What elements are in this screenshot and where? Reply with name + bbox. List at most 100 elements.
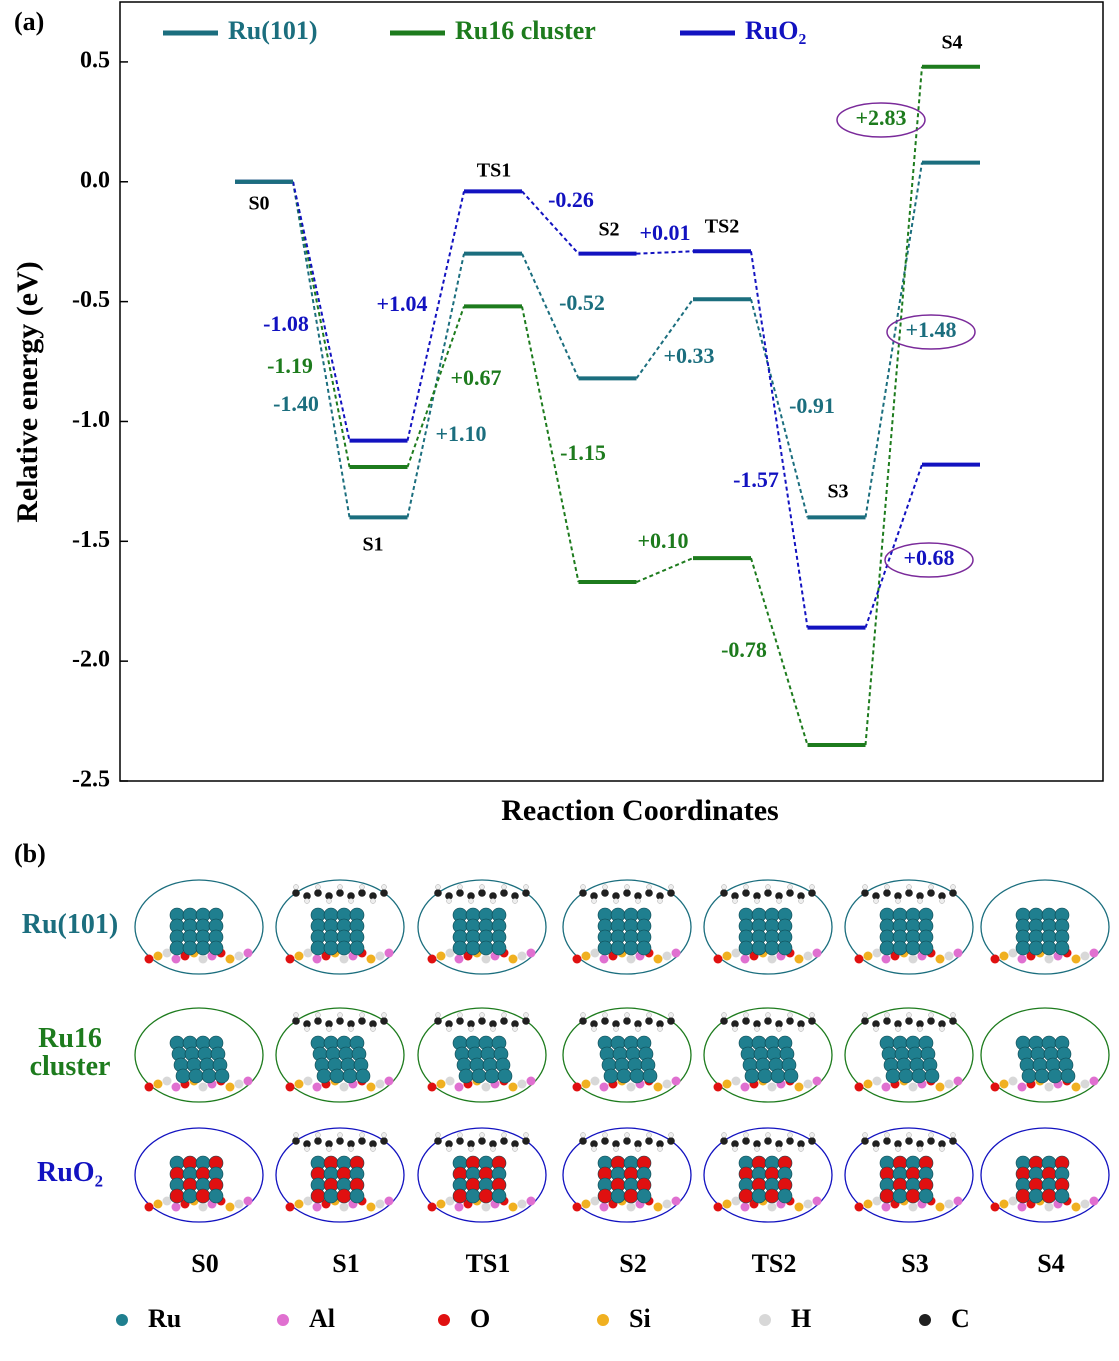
support-atom [312, 954, 322, 964]
support-atom [854, 1202, 864, 1212]
h-atom [884, 1012, 890, 1018]
support-atom [285, 954, 295, 964]
h-atom [315, 1012, 321, 1018]
support-atom [671, 1076, 681, 1086]
chain-atom [579, 1017, 587, 1025]
support-atom [508, 1082, 518, 1092]
h-atom [895, 1026, 901, 1032]
support-atom [590, 1076, 600, 1086]
step-label: -1.19 [267, 353, 313, 378]
chain-atom [764, 889, 772, 897]
chain-atom [347, 1140, 355, 1148]
support-atom [294, 1079, 304, 1089]
cluster-atom [924, 1068, 940, 1084]
panel-label: (a) [14, 7, 44, 36]
chain-atom [500, 1017, 508, 1025]
h-atom [765, 884, 771, 890]
support-atom [872, 948, 882, 958]
cluster-atom [892, 940, 908, 956]
support-atom [294, 951, 304, 961]
h-atom [776, 1146, 782, 1152]
chain-atom [905, 889, 913, 897]
chain-atom [369, 1020, 377, 1028]
support-atom [794, 954, 804, 964]
h-atom [798, 1026, 804, 1032]
chain-atom [916, 892, 924, 900]
h-atom [490, 1146, 496, 1152]
state-label: S2 [598, 219, 619, 241]
column-label: S4 [1037, 1249, 1064, 1278]
x-axis-title: Reaction Coordinates [501, 794, 778, 827]
support-atom [653, 954, 663, 964]
h-atom [501, 1132, 507, 1138]
h-atom [754, 1146, 760, 1152]
h-atom [479, 884, 485, 890]
cluster-atom [169, 940, 185, 956]
support-atom [303, 948, 313, 958]
support-atom [803, 1079, 813, 1089]
h-atom [468, 1026, 474, 1032]
h-atom [862, 1132, 868, 1138]
support-atom [953, 1076, 963, 1086]
support-atom [794, 1202, 804, 1212]
chain-atom [656, 1140, 664, 1148]
chain-atom [731, 1140, 739, 1148]
cluster-atom [491, 1188, 507, 1204]
panel-label: (b) [14, 839, 46, 868]
chain-atom [325, 892, 333, 900]
element-swatch [757, 1312, 773, 1328]
support-atom [427, 1202, 437, 1212]
h-atom [337, 1132, 343, 1138]
step-label: +0.10 [637, 528, 688, 553]
cluster-atom [214, 1068, 230, 1084]
chain-atom [347, 1020, 355, 1028]
support-atom [572, 1202, 582, 1212]
support-atom [375, 951, 385, 961]
support-atom [671, 948, 681, 958]
cluster-atom [623, 1188, 639, 1204]
column-label: S1 [332, 1249, 359, 1278]
element-swatch [436, 1312, 452, 1328]
support-atom [234, 951, 244, 961]
support-atom [445, 948, 455, 958]
support-atom [366, 1202, 376, 1212]
chain-atom [753, 1140, 761, 1148]
state-label: S3 [827, 481, 848, 503]
chain-atom [861, 1017, 869, 1025]
chain-atom [797, 1140, 805, 1148]
h-atom [523, 1012, 529, 1018]
chain-atom [489, 1020, 497, 1028]
chain-atom [590, 1020, 598, 1028]
h-atom [359, 884, 365, 890]
support-atom [626, 954, 636, 964]
chain-atom [916, 1140, 924, 1148]
h-atom [906, 884, 912, 890]
support-atom [366, 954, 376, 964]
support-atom [908, 1202, 918, 1212]
support-atom [881, 954, 891, 964]
cluster-atom [1028, 940, 1044, 956]
cluster-atom [623, 940, 639, 956]
support-atom [953, 1196, 963, 1206]
cluster-atom [342, 1068, 358, 1084]
cluster-atom [478, 1188, 494, 1204]
cluster-atom [336, 1188, 352, 1204]
support-atom [153, 951, 163, 961]
h-atom [501, 1012, 507, 1018]
chain-atom [434, 1017, 442, 1025]
cluster-atom [452, 940, 468, 956]
step-label: +1.04 [376, 291, 427, 316]
cluster-atom [349, 1188, 365, 1204]
support-atom [162, 1196, 172, 1206]
cluster-atom [597, 1188, 613, 1204]
cluster-atom [316, 1068, 332, 1084]
cluster-atom [465, 1188, 481, 1204]
support-atom [526, 1076, 536, 1086]
cluster-atom [323, 940, 339, 956]
element-swatch [275, 1312, 291, 1328]
cluster-atom [188, 1068, 204, 1084]
support-atom [881, 1202, 891, 1212]
chain-atom [314, 1137, 322, 1145]
chain-atom [579, 1137, 587, 1145]
chain-atom [612, 1140, 620, 1148]
